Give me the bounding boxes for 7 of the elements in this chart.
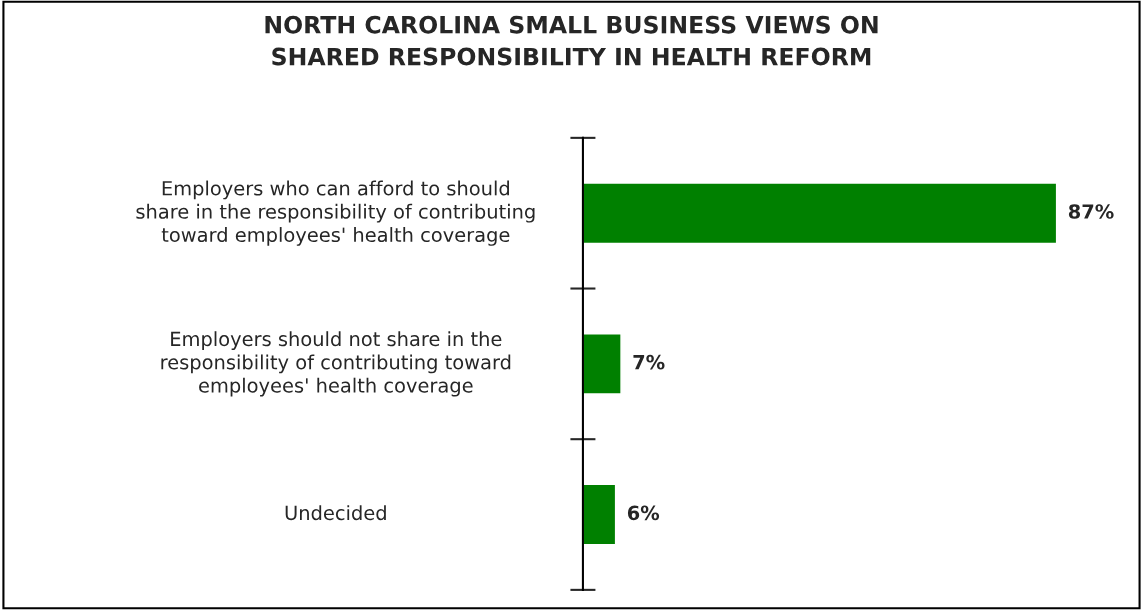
y-tick-label: Employers should not share in the responsibility of contributing toward employees' health coverage: [161, 331, 511, 397]
y-tick-label: Employers who can afford to should share in the responsibility of contributing toward employees' health coverage: [136, 180, 535, 246]
data-label: 87%: [1068, 204, 1114, 219]
data-label: 7%: [633, 354, 665, 370]
chart-title: NORTH CAROLINA SMALL BUSINESS VIEWS ON SHARED RESPONSIBILITY IN HEALTH REFORM: [265, 15, 878, 66]
y-tick-label: Undecided: [285, 505, 386, 521]
data-label: 6%: [627, 505, 660, 521]
